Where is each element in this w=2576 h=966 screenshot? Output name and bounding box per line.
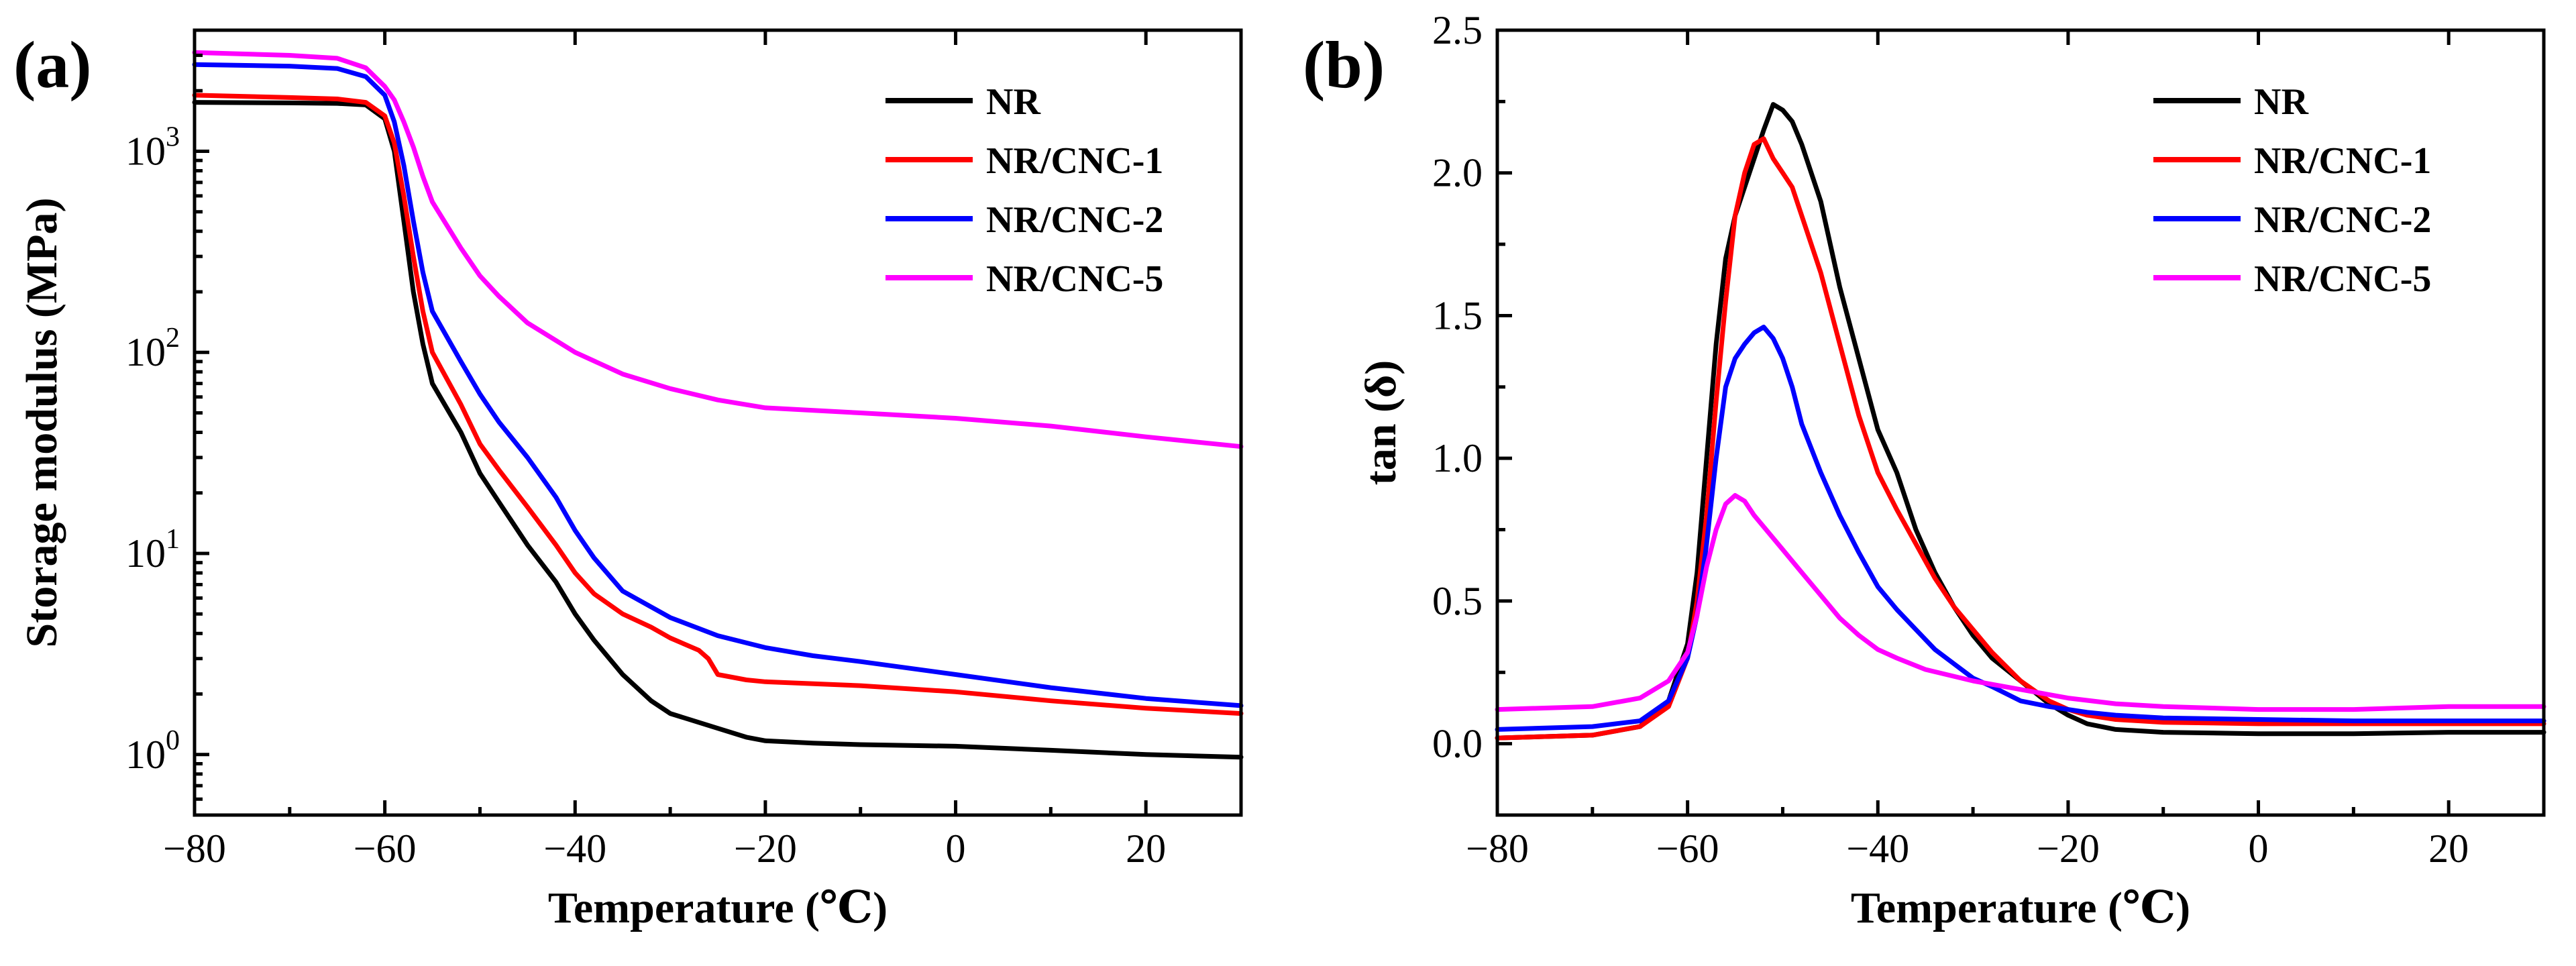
y-tick-label: 2.0 <box>1432 151 1483 195</box>
y-tick-label: 101 <box>125 524 180 576</box>
panel-b-tan-delta-chart: (b) −80 −60 −40 −20 0 20 0.0 0.5 1.0 1.5 2.0 2.5 T… <box>1303 8 2546 932</box>
x-tick-label: 0 <box>946 826 966 871</box>
panel-a-x-ticks: −80 −60 −40 −20 0 20 <box>163 30 1166 871</box>
panel-a-storage-modulus-chart: (a) −80 −60 −40 −20 0 20 100 101 102 103 Tempera… <box>13 28 1244 932</box>
series-line-nr-cnc-5 <box>192 50 1244 449</box>
x-tick-label: −20 <box>2037 826 2100 871</box>
x-tick-label: −80 <box>163 826 226 871</box>
series-line-nr-cnc-1 <box>192 93 1244 716</box>
panel-a-y-axis-title: Storage modulus (MPa) <box>17 198 66 648</box>
x-tick-label: −20 <box>734 826 797 871</box>
x-tick-label: −40 <box>1846 826 1909 871</box>
x-tick-label: 20 <box>1126 826 1166 871</box>
legend-label: NR/CNC-1 <box>986 140 1163 182</box>
series-line-nr <box>1495 102 2546 741</box>
panel-b-label: (b) <box>1303 28 1385 102</box>
legend-label: NR <box>986 81 1040 123</box>
x-tick-label: −60 <box>1656 826 1719 871</box>
y-tick-label: 1.5 <box>1432 293 1483 337</box>
y-tick-label: 100 <box>125 725 180 777</box>
x-tick-label: −60 <box>354 826 417 871</box>
legend-label: NR/CNC-5 <box>2254 258 2431 300</box>
panel-a-series-group <box>192 50 1244 760</box>
panel-a-legend: NR NR/CNC-1 NR/CNC-2 NR/CNC-5 <box>885 81 1163 300</box>
series-line-nr-cnc-2 <box>192 62 1244 708</box>
panel-a-x-axis-title: Temperature (℃) <box>548 883 888 932</box>
series-line-nr-cnc-1 <box>1495 136 2546 741</box>
panel-a-y-ticks: 100 101 102 103 <box>125 53 209 801</box>
panel-b-legend: NR NR/CNC-1 NR/CNC-2 NR/CNC-5 <box>2153 81 2431 300</box>
legend-label: NR/CNC-2 <box>2254 199 2431 241</box>
y-tick-label: 1.0 <box>1432 436 1483 480</box>
panel-a-label: (a) <box>13 28 92 102</box>
series-line-nr-cnc-5 <box>1495 493 2546 712</box>
x-tick-label: −80 <box>1466 826 1529 871</box>
panel-b-series-group <box>1495 102 2546 741</box>
y-tick-label: 2.5 <box>1432 8 1483 52</box>
y-tick-label: 0.5 <box>1432 579 1483 623</box>
y-tick-label: 103 <box>125 121 180 173</box>
legend-label: NR/CNC-1 <box>2254 140 2431 182</box>
legend-label: NR <box>2254 81 2308 123</box>
legend-label: NR/CNC-2 <box>986 199 1163 241</box>
panel-b-y-axis-title: tan (δ) <box>1356 360 1405 485</box>
panel-b-y-ticks: 0.0 0.5 1.0 1.5 2.0 2.5 <box>1432 8 1512 766</box>
panel-b-plot-frame <box>1495 28 2546 817</box>
x-tick-label: −40 <box>543 826 606 871</box>
x-tick-label: 0 <box>2249 826 2269 871</box>
series-line-nr-cnc-2 <box>1495 325 2546 732</box>
legend-label: NR/CNC-5 <box>986 258 1163 300</box>
panel-a-plot-frame <box>193 28 1243 817</box>
panel-b-x-axis-title: Temperature (℃) <box>1851 883 2190 932</box>
y-tick-label: 0.0 <box>1432 722 1483 766</box>
panel-b-x-ticks: −80 −60 −40 −20 0 20 <box>1466 30 2469 871</box>
x-tick-label: 20 <box>2428 826 2469 871</box>
y-tick-label: 102 <box>125 323 180 374</box>
